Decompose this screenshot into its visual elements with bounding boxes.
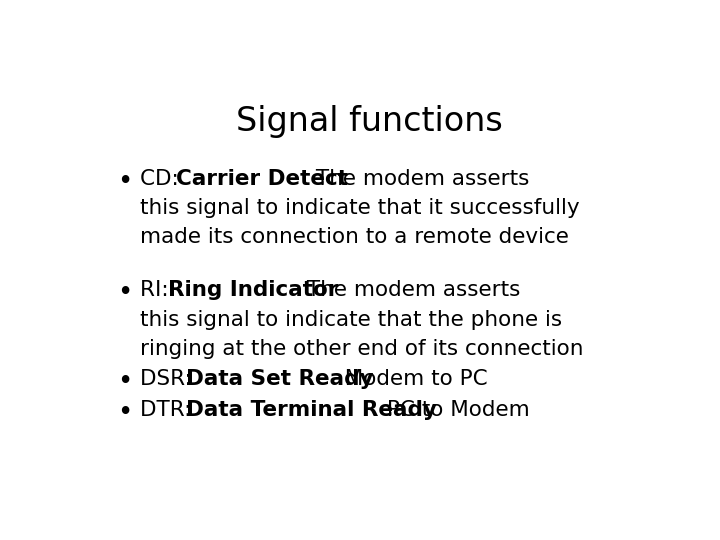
Text: Signal functions: Signal functions bbox=[235, 105, 503, 138]
Text: this signal to indicate that the phone is: this signal to indicate that the phone i… bbox=[140, 309, 562, 329]
Text: •: • bbox=[117, 369, 132, 395]
Text: Ring Indicator: Ring Indicator bbox=[168, 280, 338, 300]
Text: made its connection to a remote device: made its connection to a remote device bbox=[140, 227, 570, 247]
Text: DSR:: DSR: bbox=[140, 369, 199, 389]
Text: PC to Modem: PC to Modem bbox=[380, 400, 530, 420]
Text: DTR:: DTR: bbox=[140, 400, 199, 420]
Text: ringing at the other end of its connection: ringing at the other end of its connecti… bbox=[140, 339, 584, 359]
Text: this signal to indicate that it successfully: this signal to indicate that it successf… bbox=[140, 198, 580, 218]
Text: Data Set Ready: Data Set Ready bbox=[186, 369, 373, 389]
Text: The modem asserts: The modem asserts bbox=[309, 168, 529, 189]
Text: The modem asserts: The modem asserts bbox=[300, 280, 521, 300]
Text: •: • bbox=[117, 400, 132, 426]
Text: CD:: CD: bbox=[140, 168, 186, 189]
Text: Carrier Detect: Carrier Detect bbox=[176, 168, 348, 189]
Text: •: • bbox=[117, 168, 132, 195]
Text: Data Terminal Ready: Data Terminal Ready bbox=[186, 400, 436, 420]
Text: •: • bbox=[117, 280, 132, 306]
Text: RI:: RI: bbox=[140, 280, 176, 300]
Text: Modem to PC: Modem to PC bbox=[331, 369, 487, 389]
